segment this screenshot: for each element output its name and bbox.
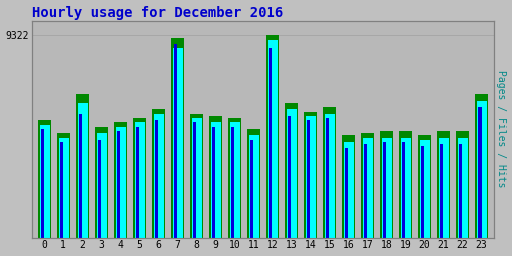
Bar xyxy=(170,38,184,238)
Bar xyxy=(421,146,424,238)
Bar xyxy=(114,122,127,238)
Bar xyxy=(382,138,393,238)
Bar xyxy=(379,131,393,238)
Bar xyxy=(304,112,317,238)
Bar xyxy=(399,131,412,238)
Bar xyxy=(360,133,374,238)
Bar xyxy=(79,114,82,238)
Bar xyxy=(211,122,221,238)
Bar xyxy=(208,116,222,238)
Bar xyxy=(249,135,260,238)
Bar xyxy=(212,127,216,238)
Bar xyxy=(192,118,202,238)
Bar xyxy=(60,142,63,238)
Bar xyxy=(363,138,373,238)
Bar xyxy=(250,140,253,238)
Bar xyxy=(307,120,310,238)
Text: Hourly usage for December 2016: Hourly usage for December 2016 xyxy=(32,6,283,19)
Bar xyxy=(437,131,450,238)
Bar xyxy=(402,142,406,238)
Bar xyxy=(231,127,234,238)
Bar xyxy=(41,129,45,238)
Bar xyxy=(56,133,70,238)
Bar xyxy=(326,118,329,238)
Bar xyxy=(37,120,51,238)
Bar xyxy=(440,144,443,238)
Bar xyxy=(477,101,487,238)
Bar xyxy=(478,107,481,238)
Bar xyxy=(133,118,146,238)
Bar xyxy=(323,107,336,238)
Bar xyxy=(117,131,120,238)
Bar xyxy=(135,122,145,238)
Bar xyxy=(342,135,355,238)
Bar xyxy=(193,122,197,238)
Bar xyxy=(325,114,335,238)
Bar xyxy=(420,140,431,238)
Bar xyxy=(174,44,178,238)
Bar xyxy=(98,140,101,238)
Bar xyxy=(383,142,387,238)
Bar xyxy=(418,135,431,238)
Bar xyxy=(116,127,126,238)
Bar xyxy=(173,48,183,238)
Bar xyxy=(456,131,469,238)
Bar xyxy=(458,138,468,238)
Bar xyxy=(364,144,368,238)
Bar xyxy=(247,129,260,238)
Bar xyxy=(95,127,108,238)
Y-axis label: Pages / Files / Hits: Pages / Files / Hits xyxy=(497,70,506,188)
Bar xyxy=(97,133,108,238)
Bar xyxy=(268,40,279,238)
Bar xyxy=(439,138,450,238)
Bar xyxy=(189,114,203,238)
Bar xyxy=(152,109,165,238)
Bar xyxy=(288,116,291,238)
Bar xyxy=(287,109,297,238)
Bar xyxy=(136,127,139,238)
Bar xyxy=(155,120,158,238)
Bar xyxy=(344,142,354,238)
Bar xyxy=(269,48,272,238)
Bar xyxy=(285,103,298,238)
Bar xyxy=(459,144,462,238)
Bar xyxy=(345,148,349,238)
Bar xyxy=(40,125,50,238)
Bar xyxy=(78,103,89,238)
Bar xyxy=(230,122,241,238)
Bar xyxy=(76,94,89,238)
Bar xyxy=(228,118,241,238)
Bar xyxy=(306,116,316,238)
Bar xyxy=(475,94,488,238)
Bar xyxy=(154,114,164,238)
Bar xyxy=(401,138,412,238)
Bar xyxy=(266,35,279,238)
Bar xyxy=(59,138,69,238)
